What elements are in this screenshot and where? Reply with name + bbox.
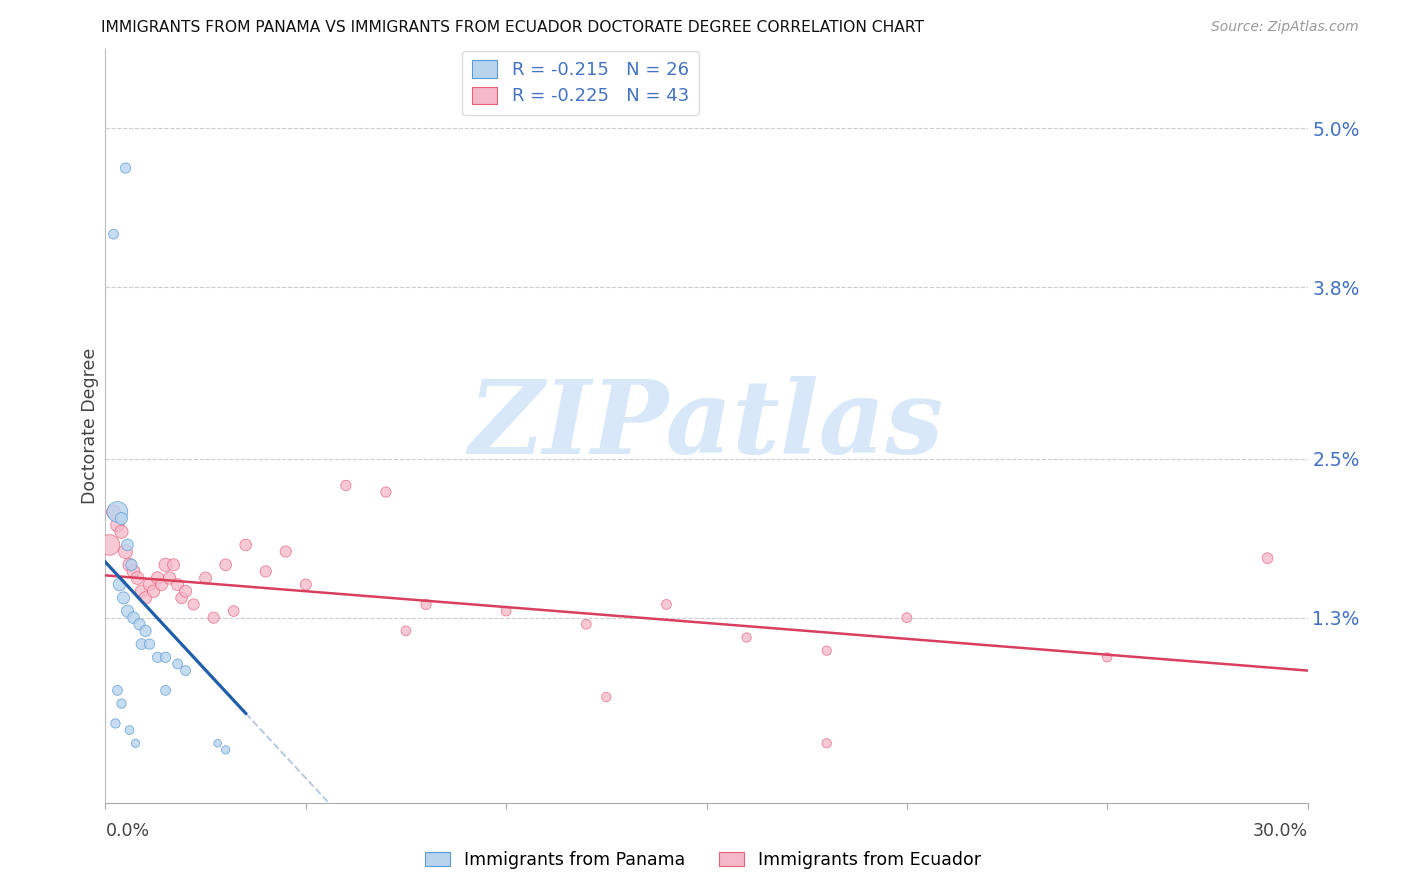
Point (166, 657, 188, 671)
Point (103, 505, 125, 519)
Point (815, 644, 838, 658)
Point (222, 604, 245, 618)
Point (174, 584, 197, 599)
Point (103, 227, 125, 242)
Point (254, 565, 277, 579)
Point (124, 736, 146, 750)
Text: IMMIGRANTS FROM PANAMA VS IMMIGRANTS FROM ECUADOR DOCTORATE DEGREE CORRELATION C: IMMIGRANTS FROM PANAMA VS IMMIGRANTS FRO… (101, 20, 924, 35)
Point (159, 571, 181, 585)
Point (107, 518, 129, 533)
Point (146, 650, 169, 665)
Point (155, 683, 177, 698)
Point (138, 577, 160, 591)
Point (374, 485, 398, 500)
Point (595, 690, 617, 704)
Point (155, 650, 177, 665)
Point (274, 544, 297, 558)
Point (117, 538, 139, 552)
Point (155, 558, 177, 572)
Point (142, 584, 165, 599)
Point (1257, 551, 1279, 566)
Point (107, 683, 129, 698)
Point (1097, 650, 1119, 665)
Point (335, 478, 357, 492)
Point (174, 664, 197, 678)
Point (170, 591, 193, 605)
Point (135, 591, 157, 605)
Legend: Immigrants from Panama, Immigrants from Ecuador: Immigrants from Panama, Immigrants from … (419, 845, 987, 876)
Point (114, 544, 136, 558)
Point (146, 571, 169, 585)
Point (108, 577, 131, 591)
Point (118, 723, 141, 737)
Point (655, 598, 678, 612)
Point (135, 624, 157, 638)
Point (112, 591, 135, 605)
Point (110, 511, 132, 525)
Point (202, 610, 225, 624)
Point (194, 571, 217, 585)
Point (131, 637, 153, 651)
Point (114, 161, 136, 175)
Point (98, 538, 121, 552)
Point (110, 524, 132, 539)
Point (295, 577, 318, 591)
Point (127, 571, 149, 585)
Point (162, 558, 184, 572)
Point (395, 624, 418, 638)
Point (138, 637, 160, 651)
Point (121, 558, 143, 572)
Point (128, 617, 150, 632)
Point (104, 716, 127, 731)
Point (110, 697, 132, 711)
Point (214, 558, 236, 572)
Point (166, 577, 188, 591)
Point (235, 538, 257, 552)
Point (896, 610, 918, 624)
Point (117, 604, 139, 618)
Text: Source: ZipAtlas.com: Source: ZipAtlas.com (1211, 20, 1358, 34)
Point (207, 736, 229, 750)
Point (815, 736, 838, 750)
Point (107, 505, 129, 519)
Point (122, 610, 145, 624)
Point (150, 577, 173, 591)
Y-axis label: Doctorate Degree: Doctorate Degree (80, 348, 98, 504)
Point (495, 604, 517, 618)
Text: 30.0%: 30.0% (1253, 822, 1308, 839)
Point (415, 598, 437, 612)
Point (735, 631, 758, 645)
Text: ZIPatlas: ZIPatlas (468, 376, 945, 475)
Legend: R = -0.215   N = 26, R = -0.225   N = 43: R = -0.215 N = 26, R = -0.225 N = 43 (463, 51, 699, 115)
Point (122, 565, 145, 579)
Point (118, 558, 141, 572)
Point (575, 617, 598, 632)
Point (131, 584, 153, 599)
Point (214, 743, 236, 757)
Text: 0.0%: 0.0% (105, 822, 149, 839)
Point (183, 598, 205, 612)
